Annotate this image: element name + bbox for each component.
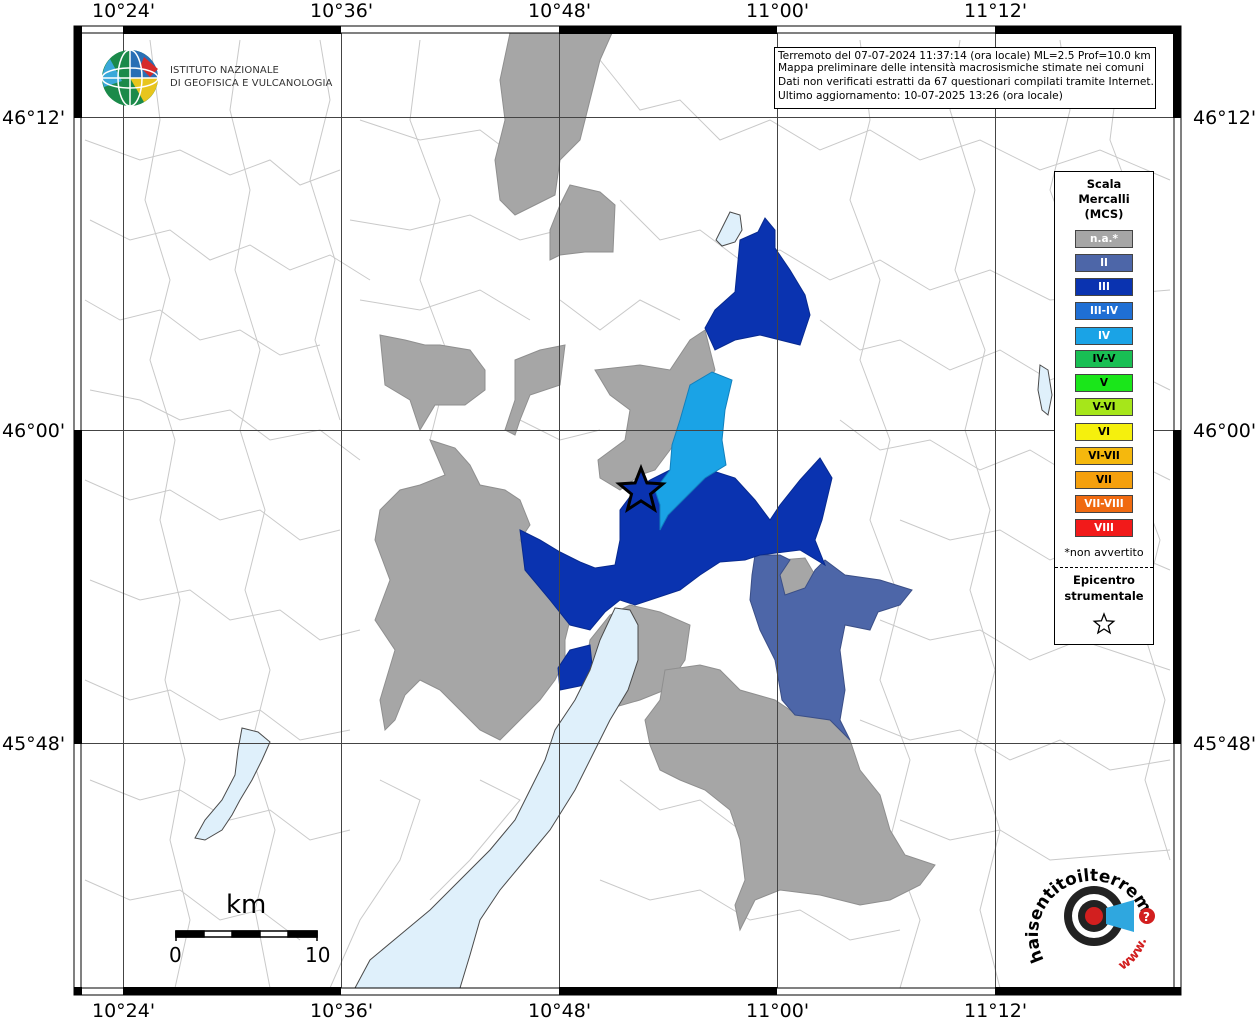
lake-idro [194, 727, 271, 841]
info-line-1: Terremoto del 07-07-2024 11:37:14 (ora l… [778, 50, 1151, 62]
legend-item-iii-iv: III-IV [1075, 302, 1133, 320]
intensity-areas-na [374, 33, 936, 932]
legend-item-iv-v: IV-V [1075, 350, 1133, 368]
legend-item-ii: II [1075, 254, 1133, 272]
y-axis-label-right-3: 45°48' [1193, 733, 1256, 755]
info-line-3: Dati non verificati estratti da 67 quest… [778, 76, 1154, 88]
scale-unit: km [226, 890, 267, 920]
graticule [81, 33, 1174, 988]
y-axis-label-left-3: 45°48' [2, 733, 66, 755]
legend-title-line-1: Scala [1086, 177, 1122, 191]
y-axis-label-right-2: 46°00' [1193, 420, 1256, 442]
ingv-globe-icon [101, 49, 159, 107]
epicenter-star-icon [615, 463, 667, 513]
svg-text:?: ? [1143, 910, 1150, 924]
lake-molveno [715, 211, 743, 247]
intensity-areas-iv [654, 371, 733, 531]
legend-item-vi: VI [1075, 423, 1133, 441]
legend-item-v-vi: V-VI [1075, 398, 1133, 416]
map-frame [73, 25, 1182, 996]
info-line-4: Ultimo aggiornamento: 10-07-2025 13:26 (… [778, 90, 1063, 102]
legend-star-icon [1092, 612, 1116, 635]
legend-item-vi-vii: VI-VII [1075, 447, 1133, 465]
intensity-areas-iii [519, 217, 833, 691]
institute-line-1: ISTITUTO NAZIONALE [170, 65, 279, 76]
x-axis-label-bottom-4: 11°00' [746, 1000, 810, 1022]
event-info-box: Terremoto del 07-07-2024 11:37:14 (ora l… [774, 47, 1156, 109]
x-axis-label-top-1: 10°24' [92, 0, 156, 22]
scale-min: 0 [169, 943, 182, 967]
svg-text:www.: www. [1116, 936, 1151, 974]
institute-line-2: DI GEOFISICA E VULCANOLOGIA [170, 78, 333, 89]
lake-caldonazzo [1037, 364, 1053, 416]
legend-item-na: n.a.* [1075, 230, 1133, 248]
scale-max: 10 [305, 943, 331, 967]
legend-title-line-3: (MCS) [1084, 207, 1124, 221]
lake-garda [354, 607, 639, 988]
x-axis-label-bottom-1: 10°24' [92, 1000, 156, 1022]
haisentito-logo-icon: haisentitoilterremoto.it www. ? [1022, 850, 1155, 974]
hai-logo-www: www. [1116, 936, 1151, 974]
legend-divider [1055, 567, 1153, 568]
scale-bar [175, 930, 318, 941]
legend-item-vii: VII [1075, 471, 1133, 489]
legend-item-v: V [1075, 374, 1133, 392]
legend-epicenter-line-2: strumentale [1064, 589, 1144, 603]
legend-epicenter-line-1: Epicentro [1073, 573, 1135, 587]
legend-note: *non avvertito [1064, 546, 1144, 559]
lakes [194, 211, 1053, 988]
x-axis-label-bottom-3: 10°48' [528, 1000, 592, 1022]
y-axis-label-left-1: 46°12' [2, 107, 66, 129]
x-axis-label-top-4: 11°00' [746, 0, 810, 22]
x-axis-label-bottom-5: 11°12' [964, 1000, 1028, 1022]
institute-name: ISTITUTO NAZIONALE DI GEOFISICA E VULCAN… [170, 64, 333, 90]
y-axis-label-right-1: 46°12' [1193, 107, 1256, 129]
legend-epicenter-label: Epicentro strumentale [1055, 572, 1153, 604]
legend-item-viii: VIII [1075, 519, 1133, 537]
x-axis-label-top-2: 10°36' [310, 0, 374, 22]
legend: Scala Mercalli (MCS) n.a.* II III III-IV… [1054, 171, 1154, 645]
legend-title-line-2: Mercalli [1078, 192, 1130, 206]
x-axis-label-top-3: 10°48' [528, 0, 592, 22]
legend-item-vii-viii: VII-VIII [1075, 495, 1133, 513]
info-line-2: Mappa preliminare delle intensità macros… [778, 62, 1145, 74]
x-axis-label-top-5: 11°12' [964, 0, 1028, 22]
y-axis-label-left-2: 46°00' [2, 420, 66, 442]
x-axis-label-bottom-2: 10°36' [310, 1000, 374, 1022]
legend-title: Scala Mercalli (MCS) [1055, 177, 1153, 222]
legend-item-iv: IV [1075, 327, 1133, 345]
legend-item-iii: III [1075, 278, 1133, 296]
